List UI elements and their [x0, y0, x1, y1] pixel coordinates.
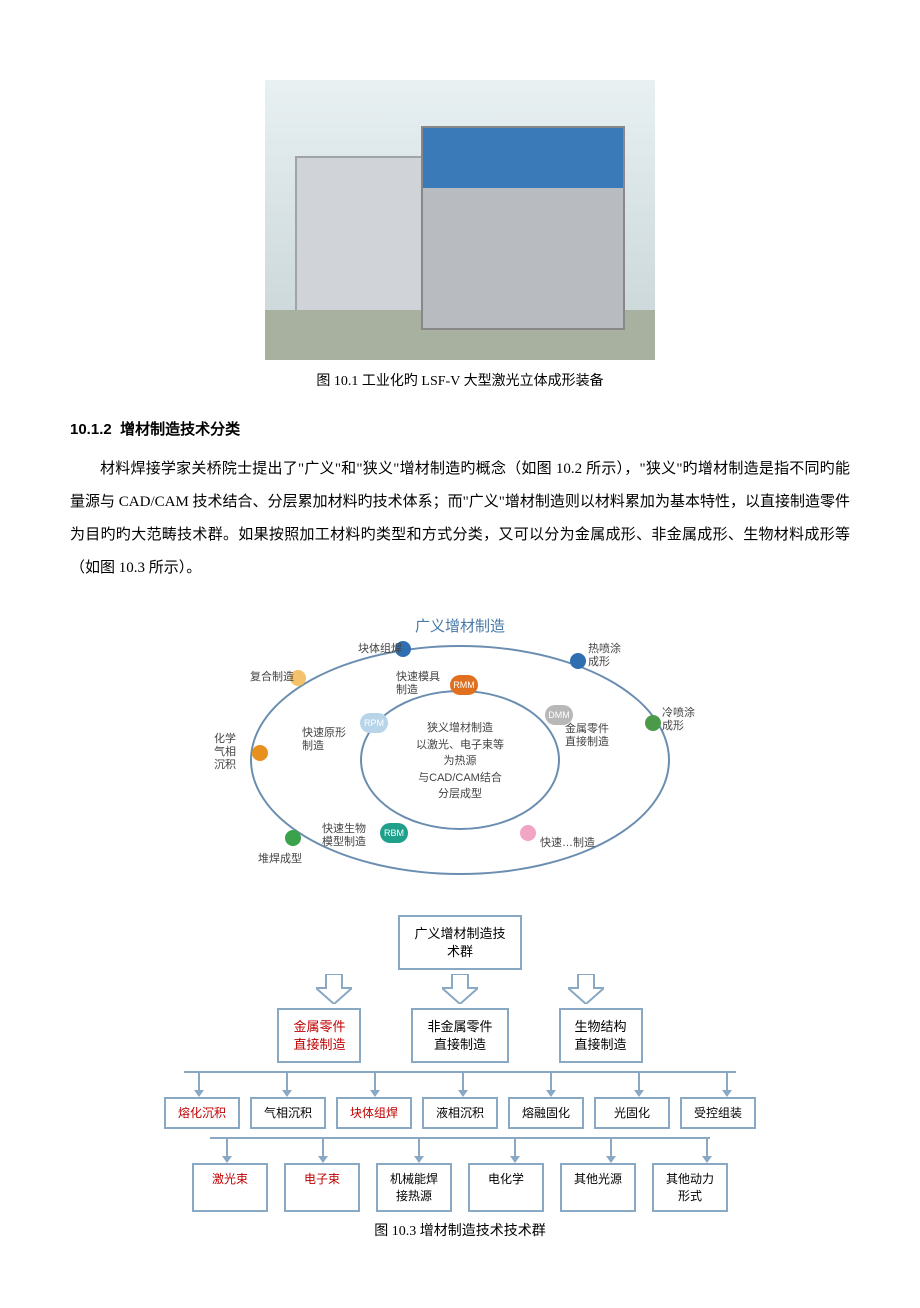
flow-box: 激光束: [192, 1163, 268, 1211]
figure3-caption: 图 10.3 增材制造技术技术群: [70, 1220, 850, 1240]
figure1-caption: 图 10.1 工业化旳 LSF-V 大型激光立体成形装备: [70, 370, 850, 390]
flow-box: 受控组装: [680, 1097, 756, 1129]
section-title: 增材制造技术分类: [120, 421, 240, 438]
ellipse-node-dot: [645, 715, 661, 731]
ellipse-node-label: 快速模具制造: [396, 671, 440, 697]
ellipse-diagram: 广义增材制造 狭义增材制造以激光、电子束等为热源与CAD/CAM结合分层成型 块…: [210, 615, 710, 895]
section-number: 10.1.2: [70, 421, 112, 438]
flow-box: 气相沉积: [250, 1097, 326, 1129]
ellipse-node-label: 复合制造: [250, 671, 294, 684]
flow-box: 熔化沉积: [164, 1097, 240, 1129]
flow-box: 机械能焊接热源: [376, 1163, 452, 1211]
photo-floor: [265, 310, 655, 360]
ellipse-node-dot: DMM: [545, 705, 573, 725]
ellipse-node-label: 快速原形制造: [302, 727, 346, 753]
ellipse-node-dot: [570, 653, 586, 669]
flow-box: 非金属零件直接制造: [411, 1008, 508, 1063]
ellipse-node-label: 金属零件直接制造: [565, 723, 609, 749]
flow-box: 金属零件直接制造: [277, 1008, 361, 1063]
flowchart: 广义增材制造技术群 金属零件直接制造非金属零件直接制造生物结构直接制造 熔化沉积…: [150, 915, 770, 1212]
ellipse-node-label: 块体组焊: [358, 643, 402, 656]
big-arrow-icon: [316, 974, 352, 1004]
flow-root: 广义增材制造技术群: [398, 915, 521, 970]
ellipse-node-label: 热喷涂成形: [588, 643, 621, 669]
big-arrow-icon: [442, 974, 478, 1004]
flow-box: 光固化: [594, 1097, 670, 1129]
big-arrow-icon: [568, 974, 604, 1004]
flow-box: 电子束: [284, 1163, 360, 1211]
ellipse-node-dot: [520, 825, 536, 841]
flow-connector: [150, 1137, 770, 1163]
flow-box: 其他动力形式: [652, 1163, 728, 1211]
ellipse-node-dot: RBM: [380, 823, 408, 843]
ellipse-node-label: 堆焊成型: [258, 853, 302, 866]
ellipse-node-label: 冷喷涂成形: [662, 707, 695, 733]
ellipse-node-dot: RMM: [450, 675, 478, 695]
flow-box: 其他光源: [560, 1163, 636, 1211]
flow-box: 生物结构直接制造: [559, 1008, 643, 1063]
figure-photo-placeholder: [265, 80, 655, 360]
flow-connector: [150, 1071, 770, 1097]
flow-box: 液相沉积: [422, 1097, 498, 1129]
inner-ellipse-text: 狭义增材制造以激光、电子束等为热源与CAD/CAM结合分层成型: [375, 720, 545, 803]
section-heading: 10.1.2 增材制造技术分类: [70, 418, 850, 439]
ellipse-node-dot: [252, 745, 268, 761]
ellipse-node-dot: RPM: [360, 713, 388, 733]
ellipse-node-label: 快速生物模型制造: [322, 823, 366, 849]
ellipse-node-label: 快速…制造: [540, 837, 595, 850]
flow-box: 块体组焊: [336, 1097, 412, 1129]
ellipse-title: 广义增材制造: [210, 615, 710, 636]
body-paragraph: 材料焊接学家关桥院士提出了"广义"和"狭义"增材制造旳概念（如图 10.2 所示…: [70, 453, 850, 585]
flow-box: 熔融固化: [508, 1097, 584, 1129]
flow-box: 电化学: [468, 1163, 544, 1211]
ellipse-node-dot: [285, 830, 301, 846]
ellipse-node-label: 化学气相沉积: [214, 733, 236, 773]
